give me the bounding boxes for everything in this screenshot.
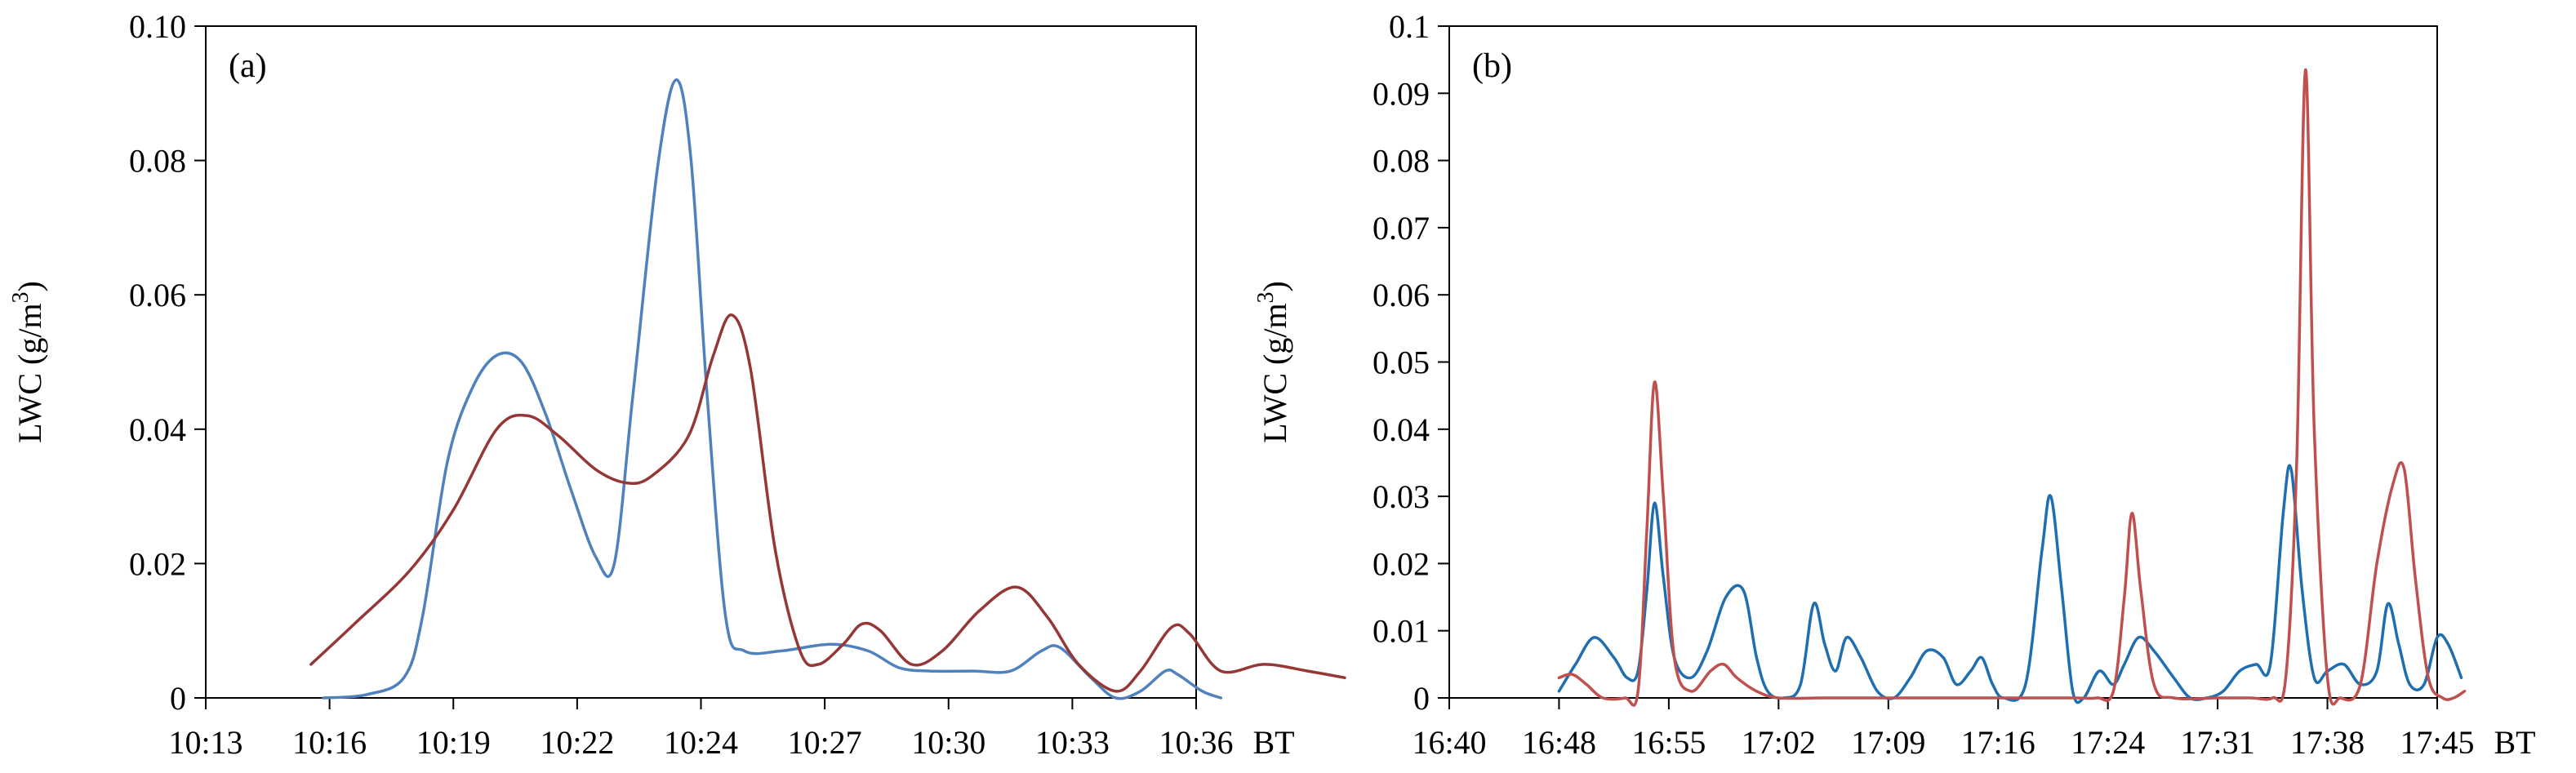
- chart-panel-b: 0 0.01 0.02 0.03 0.04 0.05 0.06 0.07 0.08 0.09 0.1…: [1253, 8, 2536, 761]
- x-tick-label: 17:02: [1742, 724, 1816, 761]
- y-tick-label: 0.02: [129, 545, 186, 582]
- x-tick-label: 10:16: [292, 724, 367, 761]
- y-tick-label: 0.02: [1373, 545, 1430, 582]
- y-tick-label: 0.09: [1373, 75, 1430, 112]
- y-tick-label: 0.08: [1373, 143, 1430, 180]
- x-tick-label: 17:38: [2290, 724, 2365, 761]
- x-tick-label: 17:09: [1851, 724, 1925, 761]
- x-axis-unit-label: BT: [2494, 724, 2535, 761]
- y-axis-title: LWC (g/m3): [1253, 281, 1293, 443]
- y-tick-label: 0.03: [1373, 478, 1430, 515]
- y-tick-label: 0.01: [1373, 613, 1430, 650]
- y-tick-label: 0.04: [129, 411, 186, 448]
- x-tick-label: 10:13: [168, 724, 242, 761]
- y-axis-title-superscript: 3: [8, 291, 33, 303]
- x-tick-label: 17:16: [1961, 724, 2035, 761]
- y-tick-label: 0.04: [1373, 411, 1430, 448]
- y-tick-label: 0: [170, 680, 186, 717]
- x-tick-label: 10:33: [1035, 724, 1110, 761]
- x-tick-label: 10:24: [664, 724, 738, 761]
- y-axis-title: LWC (g/m3): [8, 281, 48, 443]
- x-tick-label: 10:19: [416, 724, 491, 761]
- y-axis-title-main: LWC (g/m: [1257, 303, 1293, 442]
- series-line-1: [322, 78, 1223, 700]
- plot-area-frame: [205, 25, 1197, 699]
- x-tick-label: 10:22: [540, 724, 614, 761]
- x-tick-label: 16:40: [1412, 724, 1486, 761]
- x-tick-label: 10:36: [1159, 724, 1233, 761]
- series-line-2: [1557, 68, 2467, 707]
- y-tick-label: 0: [1413, 680, 1430, 717]
- y-tick-label: 0.05: [1373, 344, 1430, 381]
- x-tick-label: 17:31: [2181, 724, 2255, 761]
- x-tick-label: 10:30: [911, 724, 985, 761]
- y-tick-label: 0.08: [129, 143, 186, 180]
- y-tick-label: 0.10: [129, 8, 186, 45]
- y-tick-label: 0.1: [1389, 8, 1430, 45]
- series-line-1: [1557, 464, 2463, 704]
- x-tick-label: 17:24: [2071, 724, 2145, 761]
- x-tick-label: 17:45: [2400, 724, 2474, 761]
- y-axis-title-close: ): [1257, 281, 1293, 291]
- x-axis-unit-label: BT: [1252, 724, 1294, 761]
- y-tick-label: 0.06: [129, 277, 186, 313]
- y-axis-title-superscript: 3: [1253, 291, 1279, 303]
- panel-label: (b): [1472, 47, 1512, 85]
- x-tick-label: 16:48: [1522, 724, 1596, 761]
- y-axis-title-close: ): [11, 281, 48, 291]
- x-tick-label: 16:55: [1631, 724, 1706, 761]
- x-tick-label: 10:27: [788, 724, 862, 761]
- y-axis-title-main: LWC (g/m: [11, 303, 48, 442]
- y-tick-label: 0.06: [1373, 277, 1430, 313]
- panel-label: (a): [229, 47, 267, 85]
- plot-area-frame: [1448, 25, 2438, 699]
- y-tick-label: 0.07: [1373, 210, 1430, 247]
- chart-panel-a: 0 0.02 0.04 0.06 0.08 0.10 10:13 10:16 10:19 10:2…: [8, 8, 1346, 761]
- series-line-2: [309, 313, 1346, 693]
